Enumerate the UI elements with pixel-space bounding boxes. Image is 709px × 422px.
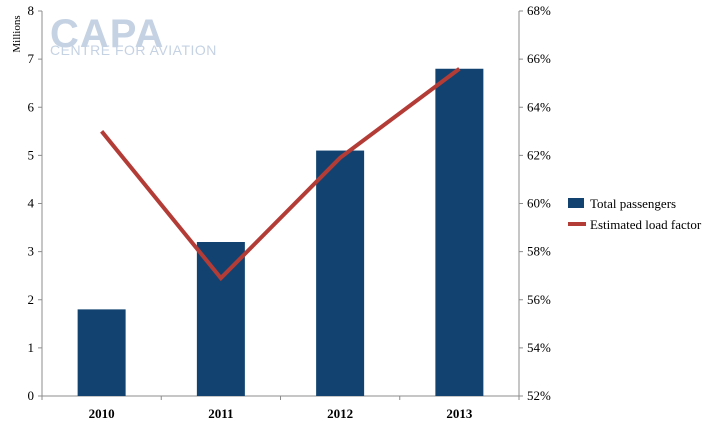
line-series [100, 67, 461, 282]
bar-2012 [316, 150, 365, 396]
legend-label-total-passengers: Total passengers [590, 196, 676, 211]
x-tick-label: 2011 [208, 406, 233, 421]
bar-2011 [196, 242, 245, 396]
y-right-tick-label: 60% [527, 196, 551, 211]
legend-swatch-total-passengers [568, 198, 584, 208]
x-tick-label: 2013 [446, 406, 473, 421]
load-factor-line [100, 67, 461, 282]
y-left-tick-label: 2 [28, 292, 35, 307]
legend: Total passengers Estimated load factor [568, 196, 702, 232]
y-left-tick-label: 3 [28, 244, 35, 259]
x-tick-label: 2012 [327, 406, 353, 421]
y-right-tick-label: 52% [527, 388, 551, 403]
watermark-sub: CENTRE FOR AVIATION [50, 42, 217, 58]
y-left-unit: Millions [11, 15, 23, 52]
bar-2013 [435, 68, 484, 396]
bar-2010 [77, 309, 126, 396]
tick-labels: 0 1 2 3 4 5 6 7 8 52% 54% 56% 58% 60% 62% 64% 66% 68% 2010… [28, 3, 552, 421]
legend-label-load-factor: Estimated load factor [590, 217, 702, 232]
y-right-tick-label: 54% [527, 340, 551, 355]
watermark-main: CAPA [50, 12, 164, 56]
y-left-tick-label: 6 [28, 99, 35, 114]
y-right-tick-label: 68% [527, 3, 551, 18]
bar-series [77, 68, 484, 396]
y-right-tick-label: 62% [527, 147, 551, 162]
x-tick-label: 2010 [89, 406, 115, 421]
y-left-tick-label: 7 [28, 51, 35, 66]
y-right-tick-label: 66% [527, 51, 551, 66]
y-left-tick-label: 1 [28, 340, 35, 355]
y-right-tick-label: 56% [527, 292, 551, 307]
y-left-tick-label: 4 [28, 196, 35, 211]
y-left-tick-label: 5 [28, 147, 35, 162]
y-right-tick-label: 64% [527, 99, 551, 114]
y-left-tick-label: 0 [28, 388, 35, 403]
capa-watermark: CAPA CENTRE FOR AVIATION [50, 12, 217, 58]
y-right-tick-label: 58% [527, 244, 551, 259]
y-left-tick-label: 8 [28, 3, 35, 18]
